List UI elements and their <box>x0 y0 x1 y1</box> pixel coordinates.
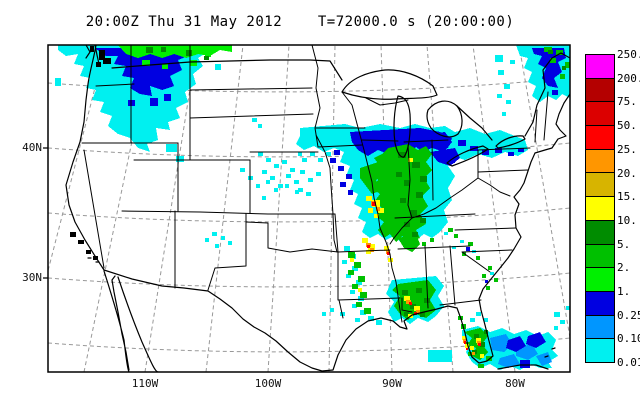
precip-mississippi-gulf <box>322 246 444 325</box>
lake-superior <box>341 69 438 100</box>
precip-florida <box>428 306 570 370</box>
lake-huron <box>426 100 463 138</box>
colorbar-box-12 <box>586 339 614 362</box>
lake-erie <box>446 145 489 167</box>
colorbar-label-7: 10. <box>617 213 637 227</box>
lon-label-100w: 100W <box>254 377 282 390</box>
colorbar-label-8: 5. <box>617 237 631 251</box>
axis-ticks <box>43 147 48 279</box>
colorbar-label-9: 2. <box>617 261 631 275</box>
lon-label-90w: 90W <box>382 377 402 390</box>
lon-label-80w: 80W <box>505 377 525 390</box>
colorbar-label-13: 0.01 <box>617 356 640 370</box>
precip-scattered-southeast <box>422 228 498 290</box>
colorbar-label-10: 1. <box>617 285 631 298</box>
islands <box>87 257 556 370</box>
state-borders <box>81 45 549 323</box>
colorbar-box-9 <box>586 268 614 291</box>
precip-northeast <box>495 45 570 116</box>
lake-ontario <box>495 135 526 149</box>
colorbar-label-4: 25. <box>617 142 637 156</box>
colorbar-box-2 <box>586 102 614 126</box>
colorbar-label-6: 15. <box>617 190 637 204</box>
colorbar-label-3: 50. <box>617 119 637 133</box>
colorbar-label-2: 75. <box>617 95 637 109</box>
mexico-coast <box>103 270 159 372</box>
precip-pacific-northwest <box>55 45 232 162</box>
us-coastline <box>65 45 570 372</box>
colorbar-label-11: 0.25 <box>617 308 640 322</box>
lat-label-30n: 30N <box>22 271 42 284</box>
colorbar-box-10 <box>586 291 614 315</box>
precip-midwest <box>258 124 528 254</box>
colorbar-box-8 <box>586 244 614 268</box>
colorbar-box-3 <box>586 126 614 149</box>
plot-title: 20:00Z Thu 31 May 2012 T=72000.0 s (20:0… <box>85 14 515 30</box>
colorbar-label-0: 250. <box>617 48 640 61</box>
colorbar-label-12: 0.10 <box>617 332 640 346</box>
plot-frame <box>47 44 571 373</box>
colorbar-label-1: 200. <box>617 71 640 85</box>
lat-label-40n: 40N <box>22 141 42 154</box>
colorbar-label-5: 20. <box>617 166 637 180</box>
map-outlines <box>65 45 570 372</box>
colorbar-box-0 <box>586 55 614 78</box>
colorbar-box-1 <box>586 78 614 102</box>
colorbar-box-4 <box>586 149 614 173</box>
lon-label-110w: 110W <box>131 377 159 390</box>
lake-michigan <box>393 95 411 158</box>
precip-scattered-plains <box>205 118 302 248</box>
st-lawrence-border <box>456 52 570 141</box>
colorbar-box-5 <box>586 173 614 197</box>
colorbar-labels: 250. 200. 75. 50. 25. 20. 15. 10. 5. 2. 1. 0.25 0.10… <box>617 48 640 374</box>
colorbar-box-6 <box>586 197 614 220</box>
colorbar-box-11 <box>586 315 614 339</box>
colorbar <box>585 54 615 363</box>
colorbar-box-7 <box>586 220 614 244</box>
